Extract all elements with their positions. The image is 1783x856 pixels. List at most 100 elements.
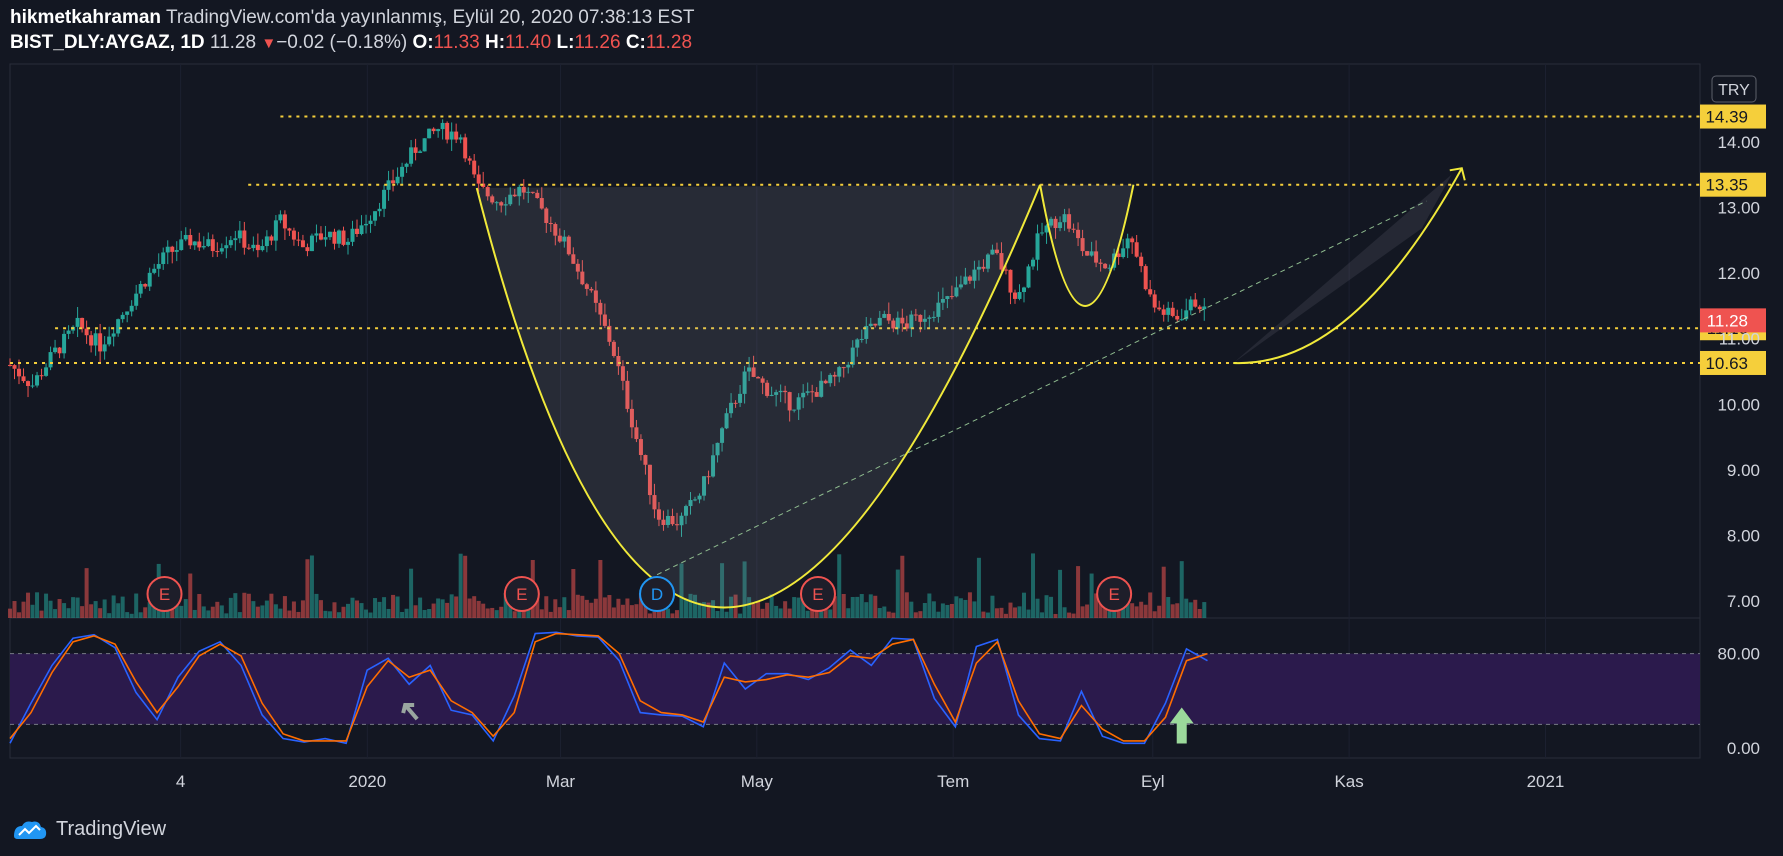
- candle-body: [584, 284, 589, 289]
- trend-line[interactable]: [656, 200, 1427, 576]
- candle-body: [454, 131, 459, 140]
- volume-bar: [120, 596, 125, 618]
- volume-bar: [17, 612, 22, 618]
- event-marker[interactable]: [503, 576, 540, 612]
- volume-bar: [756, 601, 761, 618]
- volume-bar: [886, 611, 891, 618]
- candle-body: [571, 254, 576, 264]
- volume-bar: [138, 612, 143, 618]
- volume-bar: [1076, 566, 1081, 618]
- candle-body: [805, 391, 810, 393]
- candle-body: [1116, 253, 1121, 258]
- currency-badge[interactable]: [1711, 75, 1757, 103]
- symbol-label[interactable]: BIST_DLY:AYGAZ, 1D: [10, 32, 205, 53]
- last-price-badge: [1700, 308, 1766, 333]
- stoch-tick-label: 80.00: [1717, 645, 1760, 664]
- volume-bar: [1035, 598, 1040, 618]
- candle-body: [900, 317, 905, 324]
- candle-body: [674, 524, 679, 526]
- candle-body: [1170, 307, 1175, 316]
- candle-body: [783, 390, 788, 393]
- candle-body: [246, 247, 251, 249]
- projection-curve[interactable]: [1233, 167, 1463, 364]
- candle-body: [255, 244, 260, 251]
- candle-body: [445, 122, 450, 140]
- volume-bar: [377, 601, 382, 618]
- event-marker[interactable]: [1096, 576, 1133, 612]
- candle-body: [557, 235, 562, 242]
- candle-body: [66, 330, 71, 334]
- event-marker[interactable]: [146, 576, 183, 612]
- volume-bar: [1148, 592, 1153, 618]
- volume-bar: [98, 608, 103, 618]
- candle-body: [93, 333, 98, 346]
- candle-body: [535, 192, 540, 199]
- handle-curve[interactable]: [1039, 184, 1135, 307]
- volume-bar: [1152, 611, 1157, 618]
- candle-body: [999, 253, 1004, 270]
- candle-body: [1121, 248, 1126, 258]
- candle-body: [733, 402, 738, 404]
- event-marker[interactable]: [639, 576, 676, 612]
- volume-bar: [30, 604, 35, 618]
- candle-body: [1179, 319, 1184, 321]
- volume-bar: [346, 603, 350, 618]
- level-price-badge: [1700, 350, 1766, 375]
- candle-body: [760, 378, 765, 383]
- volume-bar: [44, 593, 49, 618]
- candle-body: [607, 325, 612, 342]
- volume-bar: [629, 605, 634, 618]
- candle-body: [1026, 266, 1031, 288]
- candle-body: [152, 268, 157, 273]
- candle-body: [183, 234, 188, 240]
- cup-curve[interactable]: [475, 184, 1042, 609]
- volume-bar: [89, 604, 94, 618]
- volume-bar: [57, 599, 62, 618]
- close-label: C:: [625, 32, 646, 53]
- volume-bar: [188, 573, 193, 618]
- volume-bar: [553, 599, 558, 618]
- volume-bar: [985, 612, 990, 618]
- volume-bar: [927, 593, 932, 618]
- volume-bar: [1012, 607, 1017, 618]
- volume-bar: [93, 601, 98, 618]
- candle-body: [954, 287, 959, 297]
- candle-body: [1012, 292, 1017, 299]
- volume-bar: [679, 563, 684, 618]
- candle-body: [665, 515, 670, 525]
- candle-body: [188, 234, 193, 246]
- tradingview-footer[interactable]: TradingView: [12, 812, 166, 846]
- volume-bar: [693, 594, 698, 618]
- time-tick-label: May: [741, 772, 774, 791]
- candle-body: [611, 341, 616, 356]
- candle-body: [30, 385, 35, 387]
- candle-body: [724, 413, 729, 429]
- candle-body: [1157, 307, 1162, 310]
- volume-bar: [1139, 601, 1144, 618]
- event-marker[interactable]: [799, 576, 836, 612]
- volume-bar: [607, 595, 612, 618]
- candle-body: [8, 364, 12, 366]
- candle-body: [1094, 251, 1099, 263]
- volume-bar: [1044, 595, 1049, 618]
- candle-body: [1053, 218, 1058, 229]
- volume-bar: [224, 613, 229, 618]
- volume-bar: [936, 611, 941, 618]
- volume-bar: [445, 602, 450, 618]
- volume-bar: [535, 596, 540, 618]
- candle-body: [715, 442, 720, 456]
- volume-bar: [21, 601, 26, 618]
- candle-body: [661, 519, 666, 525]
- volume-bar: [26, 592, 31, 618]
- candle-body: [278, 214, 283, 221]
- volume-bar: [864, 602, 869, 618]
- candle-body: [318, 233, 323, 240]
- volume-bar: [436, 598, 441, 618]
- candle-body: [107, 336, 112, 345]
- volume-bar: [661, 608, 666, 618]
- candle-body: [476, 174, 481, 184]
- time-tick-label: 2021: [1527, 772, 1565, 791]
- candle-body: [382, 189, 387, 209]
- author-name[interactable]: hikmetkahraman: [10, 7, 162, 28]
